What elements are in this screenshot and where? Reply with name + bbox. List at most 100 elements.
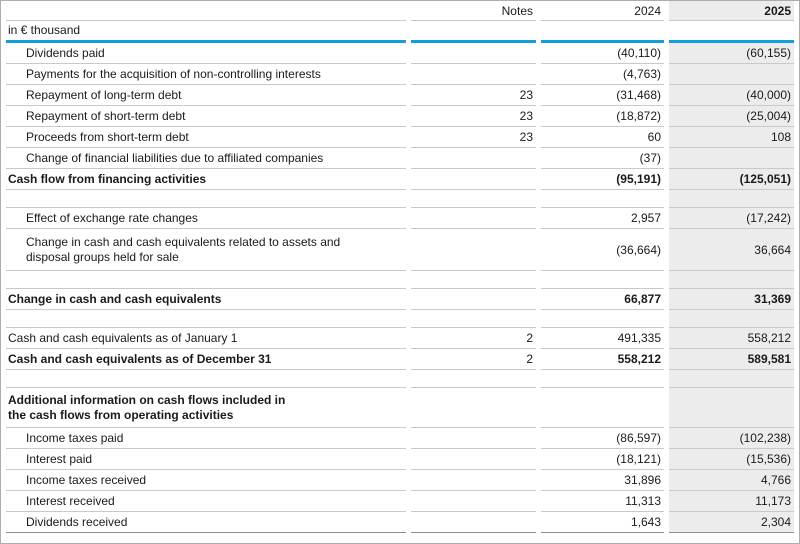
row-notes	[411, 271, 536, 289]
row-value-2024: 491,335	[541, 328, 664, 349]
row-value-2024: (18,121)	[541, 449, 664, 470]
row-value-2024: 66,877	[541, 289, 664, 310]
row-label: Income taxes received	[6, 470, 406, 491]
table-row: Interest paid (18,121) (15,536)	[6, 449, 794, 470]
column-header-2025: 2025	[669, 1, 794, 21]
table-row: Payments for the acquisition of non-cont…	[6, 64, 794, 85]
table-row: Interest received 11,313 11,173	[6, 491, 794, 512]
row-label	[6, 370, 406, 388]
row-notes	[411, 208, 536, 229]
table-row: Cash and cash equivalents as of December…	[6, 349, 794, 370]
row-label: Interest received	[6, 491, 406, 512]
table-row: Dividends received 1,643 2,304	[6, 512, 794, 533]
row-value-2025: 108	[669, 127, 794, 148]
table-row: Change in cash and cash equivalents rela…	[6, 229, 794, 271]
row-notes	[411, 43, 536, 64]
row-value-2025: (17,242)	[669, 208, 794, 229]
row-label: Effect of exchange rate changes	[6, 208, 406, 229]
row-value-2025	[669, 190, 794, 208]
table-header: Notes 2024 2025 in € thousand	[6, 1, 794, 43]
row-notes	[411, 428, 536, 449]
row-value-2024: 2,957	[541, 208, 664, 229]
table-row	[6, 370, 794, 388]
unit-cell-2025	[669, 21, 794, 43]
row-value-2025	[669, 370, 794, 388]
row-value-2024	[541, 271, 664, 289]
row-value-2024: 558,212	[541, 349, 664, 370]
row-label: Repayment of long-term debt	[6, 85, 406, 106]
table-row: Cash and cash equivalents as of January …	[6, 328, 794, 349]
unit-row: in € thousand	[6, 21, 794, 43]
table-row: Change of financial liabilities due to a…	[6, 148, 794, 169]
row-notes: 23	[411, 106, 536, 127]
row-value-2025	[669, 64, 794, 85]
table-row: Cash flow from financing activities (95,1…	[6, 169, 794, 190]
table-row: Repayment of long-term debt 23 (31,468) (40…	[6, 85, 794, 106]
row-label	[6, 271, 406, 289]
row-value-2024: (36,664)	[541, 229, 664, 271]
row-notes	[411, 310, 536, 328]
row-value-2024: 60	[541, 127, 664, 148]
row-label: Proceeds from short-term debt	[6, 127, 406, 148]
row-label: Change of financial liabilities due to a…	[6, 148, 406, 169]
table-row: Income taxes received 31,896 4,766	[6, 470, 794, 491]
row-value-2024: (95,191)	[541, 169, 664, 190]
row-label: Dividends paid	[6, 43, 406, 64]
table-row: Dividends paid (40,110) (60,155)	[6, 43, 794, 64]
row-notes	[411, 64, 536, 85]
row-value-2025: (60,155)	[669, 43, 794, 64]
row-label: Cash and cash equivalents as of January …	[6, 328, 406, 349]
row-value-2025: 589,581	[669, 349, 794, 370]
row-value-2025	[669, 310, 794, 328]
row-value-2024: (86,597)	[541, 428, 664, 449]
row-value-2024: (37)	[541, 148, 664, 169]
unit-cell-notes	[411, 21, 536, 43]
table-row: Repayment of short-term debt 23 (18,872) (2…	[6, 106, 794, 127]
row-label: Income taxes paid	[6, 428, 406, 449]
row-value-2025: (25,004)	[669, 106, 794, 127]
header-label-spacer	[6, 1, 406, 21]
row-notes	[411, 190, 536, 208]
row-notes	[411, 491, 536, 512]
row-label: Dividends received	[6, 512, 406, 533]
column-header-notes: Notes	[411, 1, 536, 21]
table-row	[6, 190, 794, 208]
table-row: Proceeds from short-term debt 23 60 108	[6, 127, 794, 148]
row-label	[6, 310, 406, 328]
row-label	[6, 190, 406, 208]
row-value-2025: 2,304	[669, 512, 794, 533]
row-value-2024: 11,313	[541, 491, 664, 512]
row-value-2025: 4,766	[669, 470, 794, 491]
table-row	[6, 310, 794, 328]
row-value-2024	[541, 370, 664, 388]
cash-flow-table: Notes 2024 2025 in € thousand Dividends …	[1, 1, 799, 533]
unit-label: in € thousand	[6, 21, 406, 43]
column-header-2024: 2024	[541, 1, 664, 21]
row-label: Cash and cash equivalents as of December…	[6, 349, 406, 370]
row-value-2025: (15,536)	[669, 449, 794, 470]
row-value-2024	[541, 310, 664, 328]
row-value-2025	[669, 388, 794, 428]
row-value-2025: 11,173	[669, 491, 794, 512]
row-value-2025: 558,212	[669, 328, 794, 349]
row-notes: 23	[411, 85, 536, 106]
unit-cell-2024	[541, 21, 664, 43]
row-label: Change in cash and cash equivalents rela…	[6, 229, 406, 271]
row-notes: 2	[411, 349, 536, 370]
row-value-2024: (31,468)	[541, 85, 664, 106]
row-value-2025	[669, 148, 794, 169]
row-notes	[411, 512, 536, 533]
row-notes	[411, 449, 536, 470]
row-value-2025	[669, 271, 794, 289]
table-row: Additional information on cash flows inc…	[6, 388, 794, 428]
row-value-2024: (4,763)	[541, 64, 664, 85]
row-label: Repayment of short-term debt	[6, 106, 406, 127]
row-value-2025: (40,000)	[669, 85, 794, 106]
row-value-2025: 36,664	[669, 229, 794, 271]
row-label: Additional information on cash flows inc…	[6, 388, 406, 428]
row-value-2024: (18,872)	[541, 106, 664, 127]
row-notes: 23	[411, 127, 536, 148]
row-notes	[411, 289, 536, 310]
row-value-2024: (40,110)	[541, 43, 664, 64]
